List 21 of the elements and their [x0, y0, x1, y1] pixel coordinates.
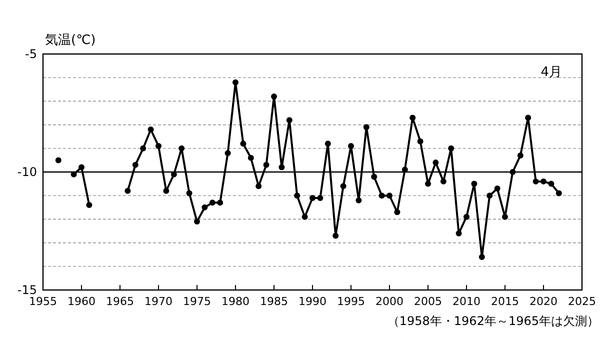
- y-tick-label: -15: [17, 283, 37, 297]
- x-tick-label: 2015: [491, 295, 519, 308]
- y-tick-label: -10: [17, 165, 37, 179]
- x-tick-label: 1985: [260, 295, 288, 308]
- x-tick-label: 1960: [68, 295, 96, 308]
- x-tick-label: 1980: [222, 295, 250, 308]
- x-tick-label: 2000: [376, 295, 404, 308]
- y-tick-label: -5: [25, 47, 37, 61]
- y-axis-title: 気温(℃): [45, 33, 96, 48]
- x-tick-label: 1990: [298, 295, 326, 308]
- x-tick-label: 1995: [337, 295, 365, 308]
- annotation: 4月: [540, 65, 562, 80]
- x-tick-label: 1975: [183, 295, 211, 308]
- x-tick-label: 1955: [29, 295, 57, 308]
- text: （1958年・1962年～1965年は欠測）: [387, 314, 599, 328]
- x-tick-label: 2020: [530, 295, 558, 308]
- x-tick-label: 2005: [414, 295, 442, 308]
- x-tick-label: 1970: [144, 295, 172, 308]
- x-tick-label: 2025: [568, 295, 596, 308]
- x-tick-label: 2010: [452, 295, 480, 308]
- x-tick-label: 1965: [106, 295, 134, 308]
